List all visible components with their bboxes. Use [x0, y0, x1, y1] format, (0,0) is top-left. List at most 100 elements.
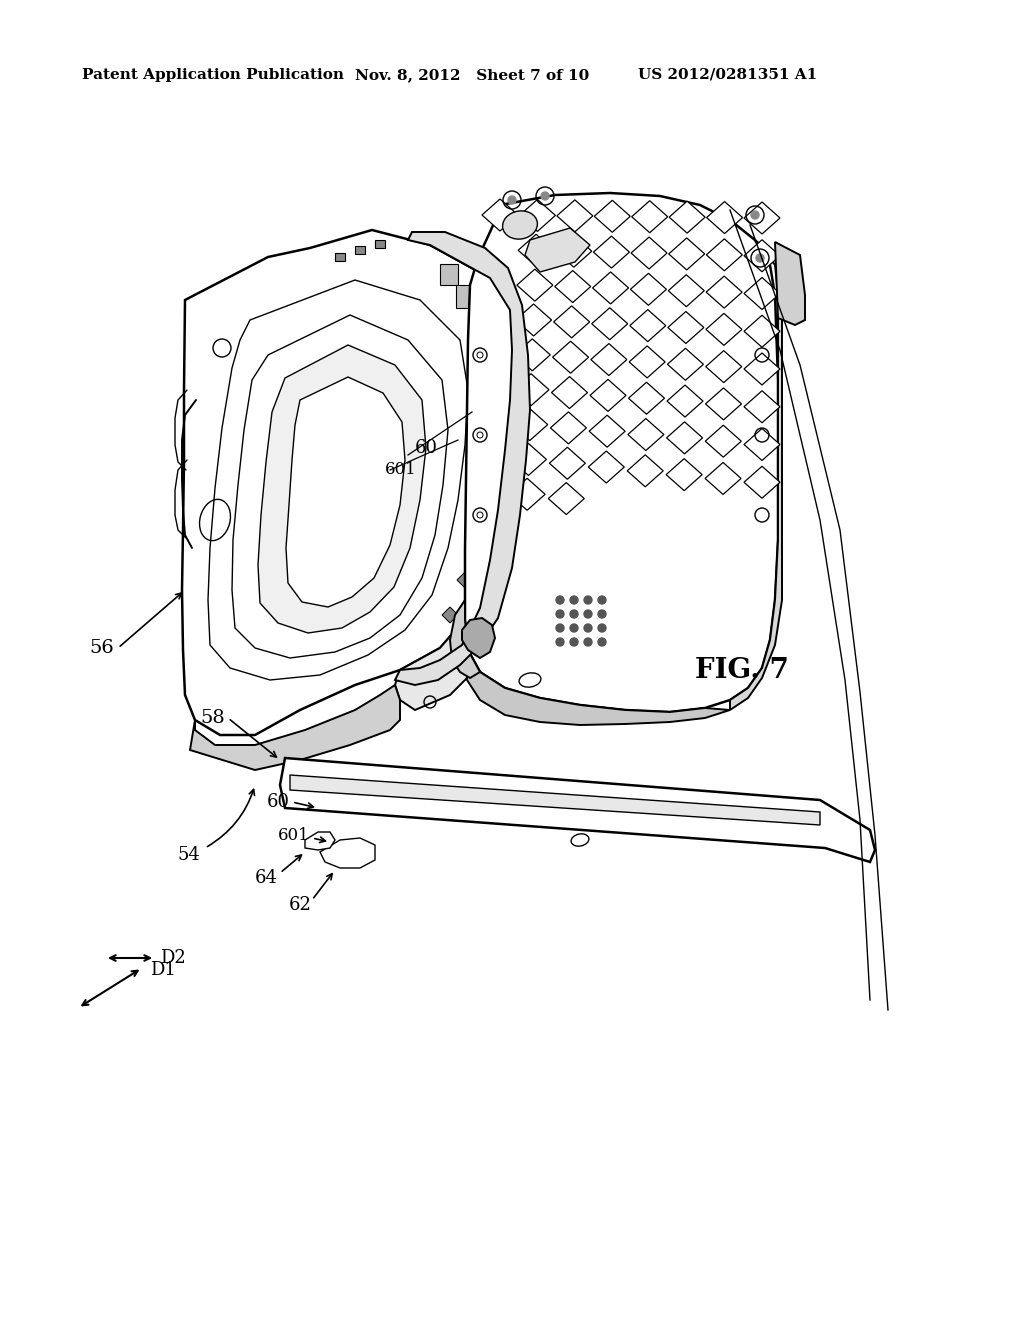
Text: Nov. 8, 2012   Sheet 7 of 10: Nov. 8, 2012 Sheet 7 of 10 — [355, 69, 589, 82]
Text: 62: 62 — [289, 896, 312, 913]
Polygon shape — [492, 531, 504, 552]
Circle shape — [570, 610, 578, 618]
Polygon shape — [456, 285, 474, 308]
Polygon shape — [744, 315, 780, 347]
Circle shape — [556, 597, 564, 605]
Polygon shape — [514, 339, 550, 371]
Polygon shape — [706, 425, 741, 457]
Circle shape — [570, 624, 578, 632]
Polygon shape — [594, 236, 630, 268]
Polygon shape — [669, 275, 705, 306]
Polygon shape — [482, 597, 494, 616]
Polygon shape — [553, 341, 589, 374]
Text: 56: 56 — [89, 639, 114, 657]
Circle shape — [598, 638, 606, 645]
Circle shape — [598, 597, 606, 605]
Polygon shape — [590, 379, 626, 412]
Polygon shape — [669, 201, 706, 234]
Polygon shape — [744, 202, 780, 234]
Polygon shape — [593, 272, 629, 304]
Polygon shape — [286, 378, 406, 607]
Polygon shape — [513, 374, 549, 405]
Text: US 2012/0281351 A1: US 2012/0281351 A1 — [638, 69, 817, 82]
Circle shape — [756, 253, 764, 261]
Circle shape — [570, 597, 578, 605]
Text: 54: 54 — [177, 846, 200, 865]
Polygon shape — [512, 409, 548, 441]
Polygon shape — [335, 253, 345, 261]
Polygon shape — [525, 228, 590, 272]
Circle shape — [584, 638, 592, 645]
Polygon shape — [591, 343, 627, 376]
Polygon shape — [465, 620, 730, 725]
Polygon shape — [290, 775, 820, 825]
Circle shape — [751, 211, 759, 219]
Text: D2: D2 — [160, 949, 185, 968]
Polygon shape — [190, 685, 400, 770]
Polygon shape — [519, 199, 555, 231]
Polygon shape — [744, 352, 780, 385]
Polygon shape — [631, 238, 667, 269]
Polygon shape — [668, 312, 703, 343]
Text: 60: 60 — [415, 440, 438, 457]
Polygon shape — [232, 315, 449, 657]
Polygon shape — [305, 832, 335, 850]
Polygon shape — [629, 383, 665, 414]
Polygon shape — [744, 429, 780, 461]
Polygon shape — [706, 313, 742, 346]
Circle shape — [584, 624, 592, 632]
Polygon shape — [668, 348, 703, 380]
Polygon shape — [557, 199, 593, 232]
Circle shape — [541, 191, 549, 201]
Polygon shape — [588, 451, 625, 483]
Text: D1: D1 — [150, 961, 176, 979]
Polygon shape — [706, 462, 741, 495]
Polygon shape — [440, 264, 458, 285]
Polygon shape — [589, 416, 625, 447]
Polygon shape — [744, 277, 780, 309]
Polygon shape — [706, 388, 741, 420]
Polygon shape — [510, 444, 547, 475]
Polygon shape — [629, 346, 666, 378]
Circle shape — [584, 597, 592, 605]
Polygon shape — [442, 607, 458, 623]
Polygon shape — [548, 483, 585, 515]
Polygon shape — [482, 199, 518, 231]
Text: Patent Application Publication: Patent Application Publication — [82, 69, 344, 82]
Polygon shape — [730, 240, 782, 710]
Polygon shape — [706, 351, 741, 383]
Polygon shape — [355, 246, 365, 253]
Text: 601: 601 — [385, 462, 417, 479]
Polygon shape — [667, 385, 703, 417]
Text: 60: 60 — [267, 793, 290, 810]
Polygon shape — [552, 376, 588, 409]
Polygon shape — [592, 308, 628, 339]
Polygon shape — [630, 310, 666, 342]
Polygon shape — [258, 345, 426, 634]
Polygon shape — [775, 242, 805, 325]
Circle shape — [508, 195, 516, 205]
Polygon shape — [509, 478, 545, 511]
Polygon shape — [280, 758, 874, 862]
Circle shape — [598, 610, 606, 618]
Polygon shape — [515, 304, 552, 337]
Polygon shape — [395, 232, 530, 685]
Polygon shape — [319, 838, 375, 869]
Ellipse shape — [503, 211, 538, 239]
Text: FIG. 7: FIG. 7 — [695, 656, 788, 684]
Polygon shape — [450, 601, 480, 678]
Polygon shape — [707, 276, 742, 308]
Circle shape — [584, 610, 592, 618]
Circle shape — [570, 638, 578, 645]
Polygon shape — [457, 572, 473, 587]
Polygon shape — [555, 271, 591, 302]
Polygon shape — [667, 422, 702, 454]
Polygon shape — [667, 458, 702, 491]
Polygon shape — [498, 459, 510, 480]
Polygon shape — [395, 246, 532, 710]
Polygon shape — [554, 306, 590, 338]
Polygon shape — [744, 240, 780, 272]
Text: 58: 58 — [201, 709, 225, 727]
Polygon shape — [518, 234, 554, 267]
Polygon shape — [628, 455, 664, 487]
